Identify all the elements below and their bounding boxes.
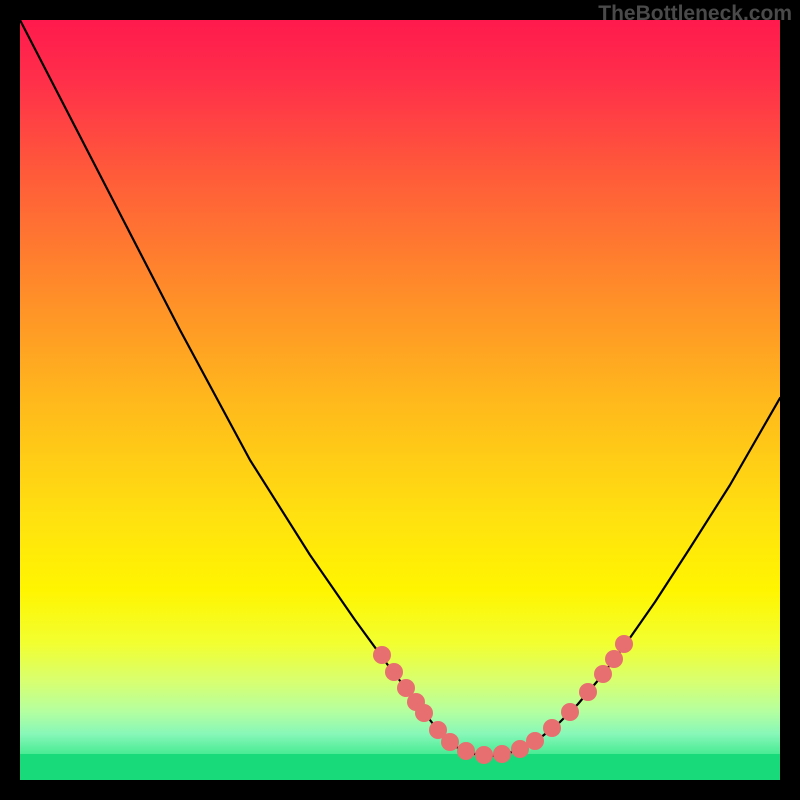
bottom-green-band xyxy=(20,754,780,780)
data-marker xyxy=(615,635,633,653)
attribution-text: TheBottleneck.com xyxy=(598,2,792,26)
data-marker xyxy=(457,742,475,760)
data-marker xyxy=(594,665,612,683)
data-marker xyxy=(561,703,579,721)
data-marker xyxy=(579,683,597,701)
data-marker xyxy=(493,745,511,763)
data-marker xyxy=(441,733,459,751)
data-marker xyxy=(385,663,403,681)
data-marker xyxy=(526,732,544,750)
data-marker xyxy=(543,719,561,737)
data-marker xyxy=(605,650,623,668)
data-marker xyxy=(415,704,433,722)
data-marker xyxy=(373,646,391,664)
chart-frame xyxy=(20,20,780,780)
chart-svg xyxy=(20,20,780,780)
data-marker xyxy=(475,746,493,764)
